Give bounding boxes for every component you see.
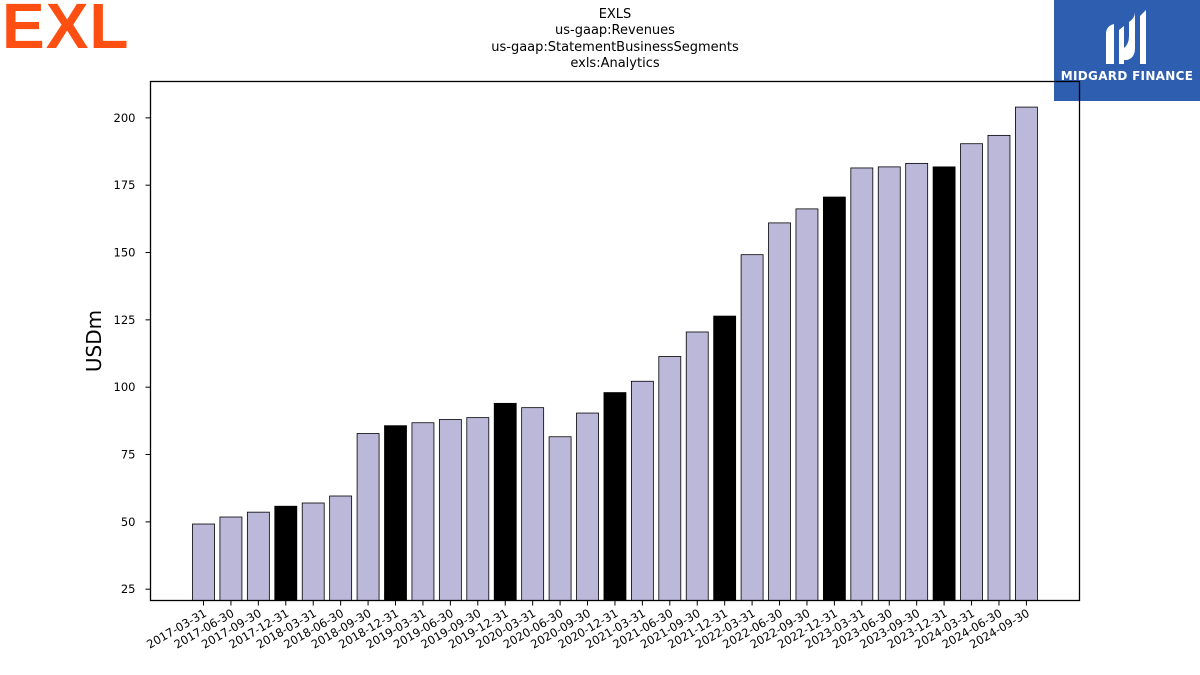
bar-2024-03-31 (960, 143, 983, 601)
bar-2023-09-30 (905, 162, 929, 601)
bar-2022-12-31 (822, 196, 846, 601)
midgard-emblem-icon (1106, 10, 1146, 64)
x-axis: 2017-03-312017-06-302017-09-302017-12-31… (144, 600, 1032, 652)
y-tick-label: 150 (114, 246, 136, 260)
partner-name: MIDGARD FINANCE (1060, 69, 1194, 83)
y-tick-label: 50 (121, 515, 136, 529)
y-tick-label: 25 (121, 582, 136, 596)
y-tick-label: 200 (114, 111, 136, 125)
bar-2018-06-30 (329, 495, 353, 601)
bar-2020-03-31 (521, 407, 545, 601)
bar-2018-12-31 (384, 425, 407, 601)
title-line: EXLS (598, 7, 632, 22)
bar-2021-06-30 (658, 356, 682, 601)
y-tick-label: 175 (114, 178, 136, 192)
bar-2019-06-30 (438, 419, 462, 601)
bar-2020-06-30 (548, 436, 572, 601)
bar-2020-12-31 (603, 392, 627, 601)
bar-2017-03-31 (192, 523, 215, 601)
bars (192, 106, 1038, 601)
bar-2023-12-31 (932, 166, 956, 601)
y-tick-label: 100 (114, 380, 136, 394)
title-line: us-gaap:StatementBusinessSegments (491, 39, 739, 55)
bar-2018-09-30 (356, 433, 380, 601)
bar-2019-03-31 (411, 422, 435, 601)
bar-2024-09-30 (1015, 106, 1038, 601)
chart-title: EXLS us-gaap:Revenues us-gaap:StatementB… (415, 7, 815, 73)
bar-2019-09-30 (466, 417, 490, 601)
midgard-finance-logo: MIDGARD FINANCE (1054, 0, 1200, 101)
bar-2023-06-30 (877, 166, 901, 601)
exl-logo: EXL (2, 0, 130, 62)
bar-2022-03-31 (740, 254, 764, 601)
bar-2020-09-30 (576, 412, 599, 601)
bar-2024-06-30 (987, 134, 1011, 601)
bar-2021-12-31 (713, 315, 737, 601)
bar-2022-06-30 (768, 222, 791, 601)
bar-2019-12-31 (493, 402, 517, 601)
plot-frame (149, 80, 1081, 602)
bar-2018-03-31 (301, 502, 325, 601)
bar-2017-09-30 (246, 511, 270, 601)
y-axis-label: USDm (82, 310, 106, 372)
title-line: exls:Analytics (570, 56, 660, 72)
title-line: us-gaap:Revenues (555, 23, 675, 39)
bar-2021-03-31 (630, 380, 654, 601)
y-axis: 25 50 75 100 125 150 175 200 (114, 111, 151, 596)
bar-2023-03-31 (850, 167, 874, 601)
bar-2021-09-30 (685, 331, 709, 601)
bar-2022-09-30 (795, 208, 819, 601)
y-tick-label: 75 (121, 448, 136, 462)
bar-2017-12-31 (274, 505, 298, 601)
bar-2017-06-30 (219, 516, 243, 601)
y-tick-label: 125 (114, 313, 136, 327)
